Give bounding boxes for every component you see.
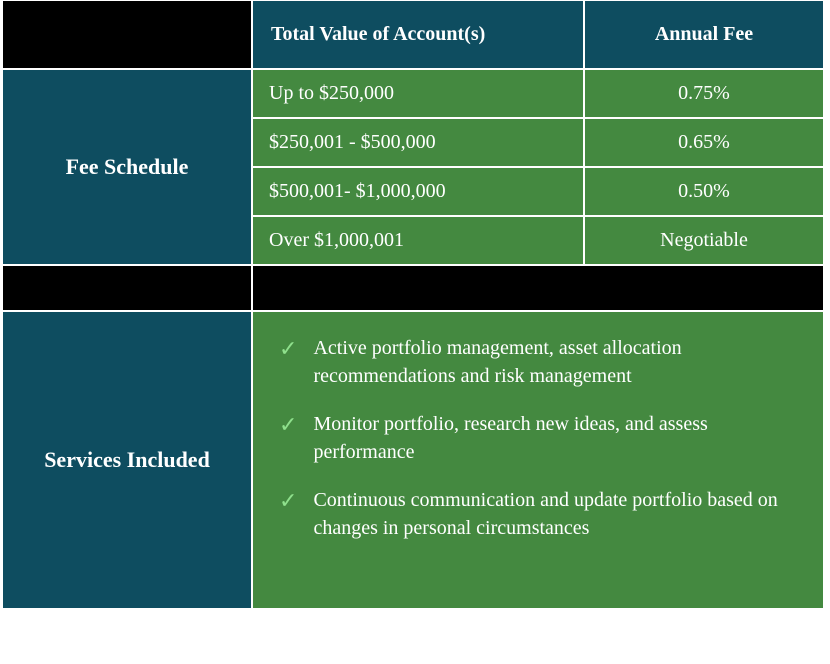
check-icon: ✓ xyxy=(279,486,297,517)
spacer-right xyxy=(252,265,824,311)
service-text: Monitor portfolio, research new ideas, a… xyxy=(313,410,797,466)
fee-row: $500,001- $1,000,000 0.50% xyxy=(252,167,824,216)
check-icon: ✓ xyxy=(279,334,297,365)
spacer-row xyxy=(2,265,824,311)
service-item: ✓ Continuous communication and update po… xyxy=(279,486,797,542)
fee-value: Over $1,000,001 xyxy=(252,216,584,265)
header-empty-cell xyxy=(2,0,252,69)
fee-row: $250,001 - $500,000 0.65% xyxy=(252,118,824,167)
service-text: Continuous communication and update port… xyxy=(313,486,797,542)
services-label: Services Included xyxy=(2,311,252,609)
header-fee-col: Annual Fee xyxy=(584,0,824,69)
services-list: ✓ Active portfolio management, asset all… xyxy=(252,311,824,609)
fee-schedule-label: Fee Schedule xyxy=(2,69,252,265)
fee-amount: Negotiable xyxy=(584,216,824,265)
services-label-text: Services Included xyxy=(44,445,210,475)
fee-value: $250,001 - $500,000 xyxy=(252,118,584,167)
fee-row: Over $1,000,001 Negotiable xyxy=(252,216,824,265)
service-item: ✓ Monitor portfolio, research new ideas,… xyxy=(279,410,797,466)
service-text: Active portfolio management, asset alloc… xyxy=(313,334,797,390)
fee-amount: 0.65% xyxy=(584,118,824,167)
fee-schedule-block: Fee Schedule Up to $250,000 0.75% $250,0… xyxy=(2,69,824,265)
check-icon: ✓ xyxy=(279,410,297,441)
fee-services-table: Total Value of Account(s) Annual Fee Fee… xyxy=(0,0,826,609)
spacer-left xyxy=(2,265,252,311)
fee-value: $500,001- $1,000,000 xyxy=(252,167,584,216)
header-value-col: Total Value of Account(s) xyxy=(252,0,584,69)
services-block: Services Included ✓ Active portfolio man… xyxy=(2,311,824,609)
fee-amount: 0.75% xyxy=(584,69,824,118)
fee-rows-container: Up to $250,000 0.75% $250,001 - $500,000… xyxy=(252,69,824,265)
fee-amount: 0.50% xyxy=(584,167,824,216)
fee-row: Up to $250,000 0.75% xyxy=(252,69,824,118)
header-row: Total Value of Account(s) Annual Fee xyxy=(2,0,824,69)
fee-value: Up to $250,000 xyxy=(252,69,584,118)
service-item: ✓ Active portfolio management, asset all… xyxy=(279,334,797,390)
